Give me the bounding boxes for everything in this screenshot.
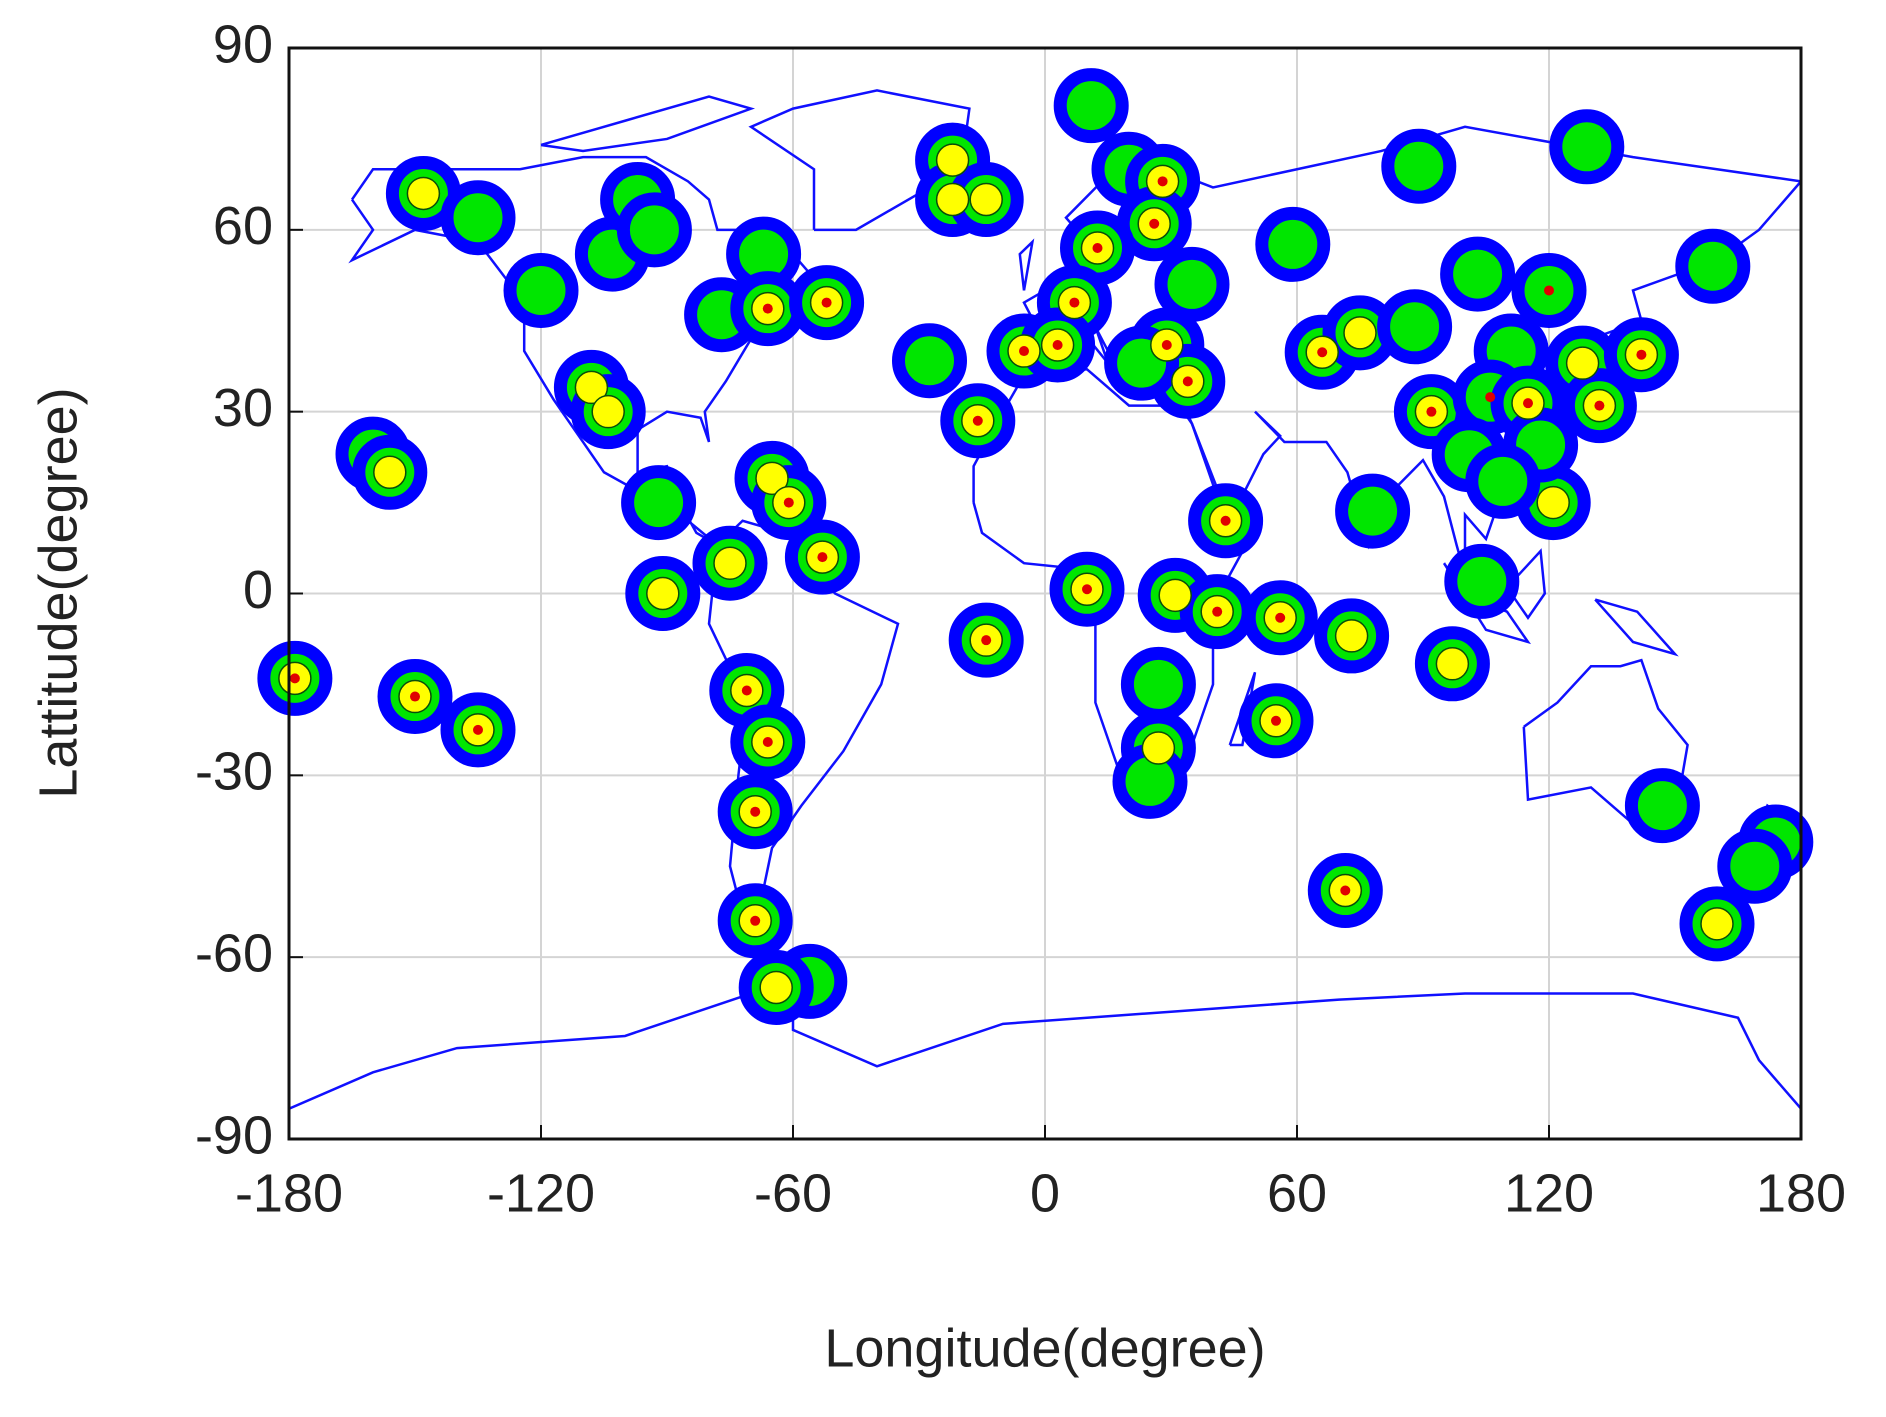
station-marker xyxy=(410,691,420,702)
station-marker xyxy=(440,180,516,256)
station-marker xyxy=(1271,715,1281,726)
station-marker xyxy=(1544,285,1554,296)
grid xyxy=(288,47,1802,1140)
coastline xyxy=(1020,242,1033,290)
y-tick-label: 90 xyxy=(213,14,273,74)
stations xyxy=(257,68,1814,1025)
coastline xyxy=(1595,600,1675,655)
station-marker xyxy=(1675,228,1751,304)
station-marker xyxy=(713,546,747,580)
station-marker xyxy=(574,370,609,405)
x-tick-label: 0 xyxy=(1030,1163,1060,1223)
station-marker xyxy=(1624,768,1700,844)
station-marker xyxy=(1444,543,1520,619)
station-marker xyxy=(406,176,441,211)
station-marker xyxy=(1212,606,1223,617)
station-marker xyxy=(1255,206,1331,282)
x-tick-label: 60 xyxy=(1267,1163,1327,1223)
station-marker xyxy=(1182,376,1193,387)
station-marker xyxy=(616,192,692,268)
x-tick-label: 180 xyxy=(1756,1163,1846,1223)
x-tick-label: -60 xyxy=(754,1163,832,1223)
station-marker xyxy=(621,465,697,541)
station-marker xyxy=(935,143,970,177)
station-marker xyxy=(1377,289,1453,365)
station-marker xyxy=(1157,176,1168,187)
y-tick-label: -90 xyxy=(195,1105,273,1165)
station-marker xyxy=(289,673,300,684)
y-tick-label: 0 xyxy=(243,560,273,620)
x-axis-label: Longitude(degree) xyxy=(824,1318,1265,1378)
y-tick-label: 30 xyxy=(213,378,273,438)
station-marker xyxy=(1523,398,1533,409)
station-marker xyxy=(1717,828,1793,904)
station-marker xyxy=(981,635,992,646)
station-marker xyxy=(817,552,828,563)
station-marker xyxy=(1069,297,1080,308)
y-tick-label: -60 xyxy=(195,923,273,983)
station-marker xyxy=(1317,347,1328,358)
station-marker xyxy=(1082,584,1092,595)
station-marker xyxy=(1120,646,1196,722)
station-marker xyxy=(1220,515,1231,526)
station-marker xyxy=(1435,647,1470,681)
station-marker xyxy=(1053,68,1129,144)
station-marker xyxy=(1343,316,1377,350)
station-marker xyxy=(762,303,773,314)
coastline xyxy=(751,90,969,229)
coastline xyxy=(289,975,1801,1108)
station-marker xyxy=(935,182,970,217)
y-axis-label: Lattitude(degree) xyxy=(28,387,88,798)
station-marker xyxy=(1149,218,1160,229)
station-marker xyxy=(1158,578,1192,613)
station-marker xyxy=(762,736,773,747)
station-marker xyxy=(1465,443,1541,519)
station-marker xyxy=(1549,109,1625,185)
station-marker xyxy=(750,806,761,817)
station-marker xyxy=(1275,612,1286,623)
station-marker xyxy=(741,685,752,696)
station-marker xyxy=(892,323,967,399)
station-marker xyxy=(473,724,483,735)
station-marker xyxy=(646,576,680,611)
station-marker xyxy=(591,394,625,429)
coastline xyxy=(1524,660,1688,824)
station-marker xyxy=(1092,243,1103,254)
x-tick-label: -180 xyxy=(235,1163,343,1223)
station-marker xyxy=(1052,339,1063,350)
station-marker xyxy=(821,297,832,308)
station-marker xyxy=(783,497,794,508)
station-marker xyxy=(755,461,789,496)
station-marker xyxy=(503,252,579,328)
station-marker xyxy=(1154,246,1230,322)
station-marker xyxy=(1141,731,1176,765)
y-tick-label: -30 xyxy=(195,742,273,802)
station-marker xyxy=(972,415,983,426)
station-marker xyxy=(969,182,1003,217)
x-tick-label: 120 xyxy=(1504,1163,1594,1223)
station-marker xyxy=(1340,885,1351,896)
station-marker xyxy=(1161,339,1172,350)
station-marker xyxy=(1594,400,1605,411)
coastline xyxy=(1507,551,1545,618)
station-marker xyxy=(1536,485,1570,520)
station-marker xyxy=(373,455,407,490)
station-marker xyxy=(1565,346,1600,380)
coastline xyxy=(352,157,814,545)
station-marker xyxy=(1381,128,1457,204)
station-marker xyxy=(1019,346,1029,357)
station-marker xyxy=(750,915,761,926)
station-marker xyxy=(759,970,793,1005)
x-tick-label: -120 xyxy=(487,1163,595,1223)
station-marker xyxy=(1335,473,1411,549)
station-marker xyxy=(1485,392,1496,403)
station-marker xyxy=(1440,236,1516,312)
coastline xyxy=(541,96,751,151)
station-marker xyxy=(1700,907,1734,941)
station-marker xyxy=(1636,349,1647,360)
station-marker xyxy=(1334,619,1369,653)
y-tick-label: 60 xyxy=(213,196,273,256)
station-marker xyxy=(1426,406,1437,417)
